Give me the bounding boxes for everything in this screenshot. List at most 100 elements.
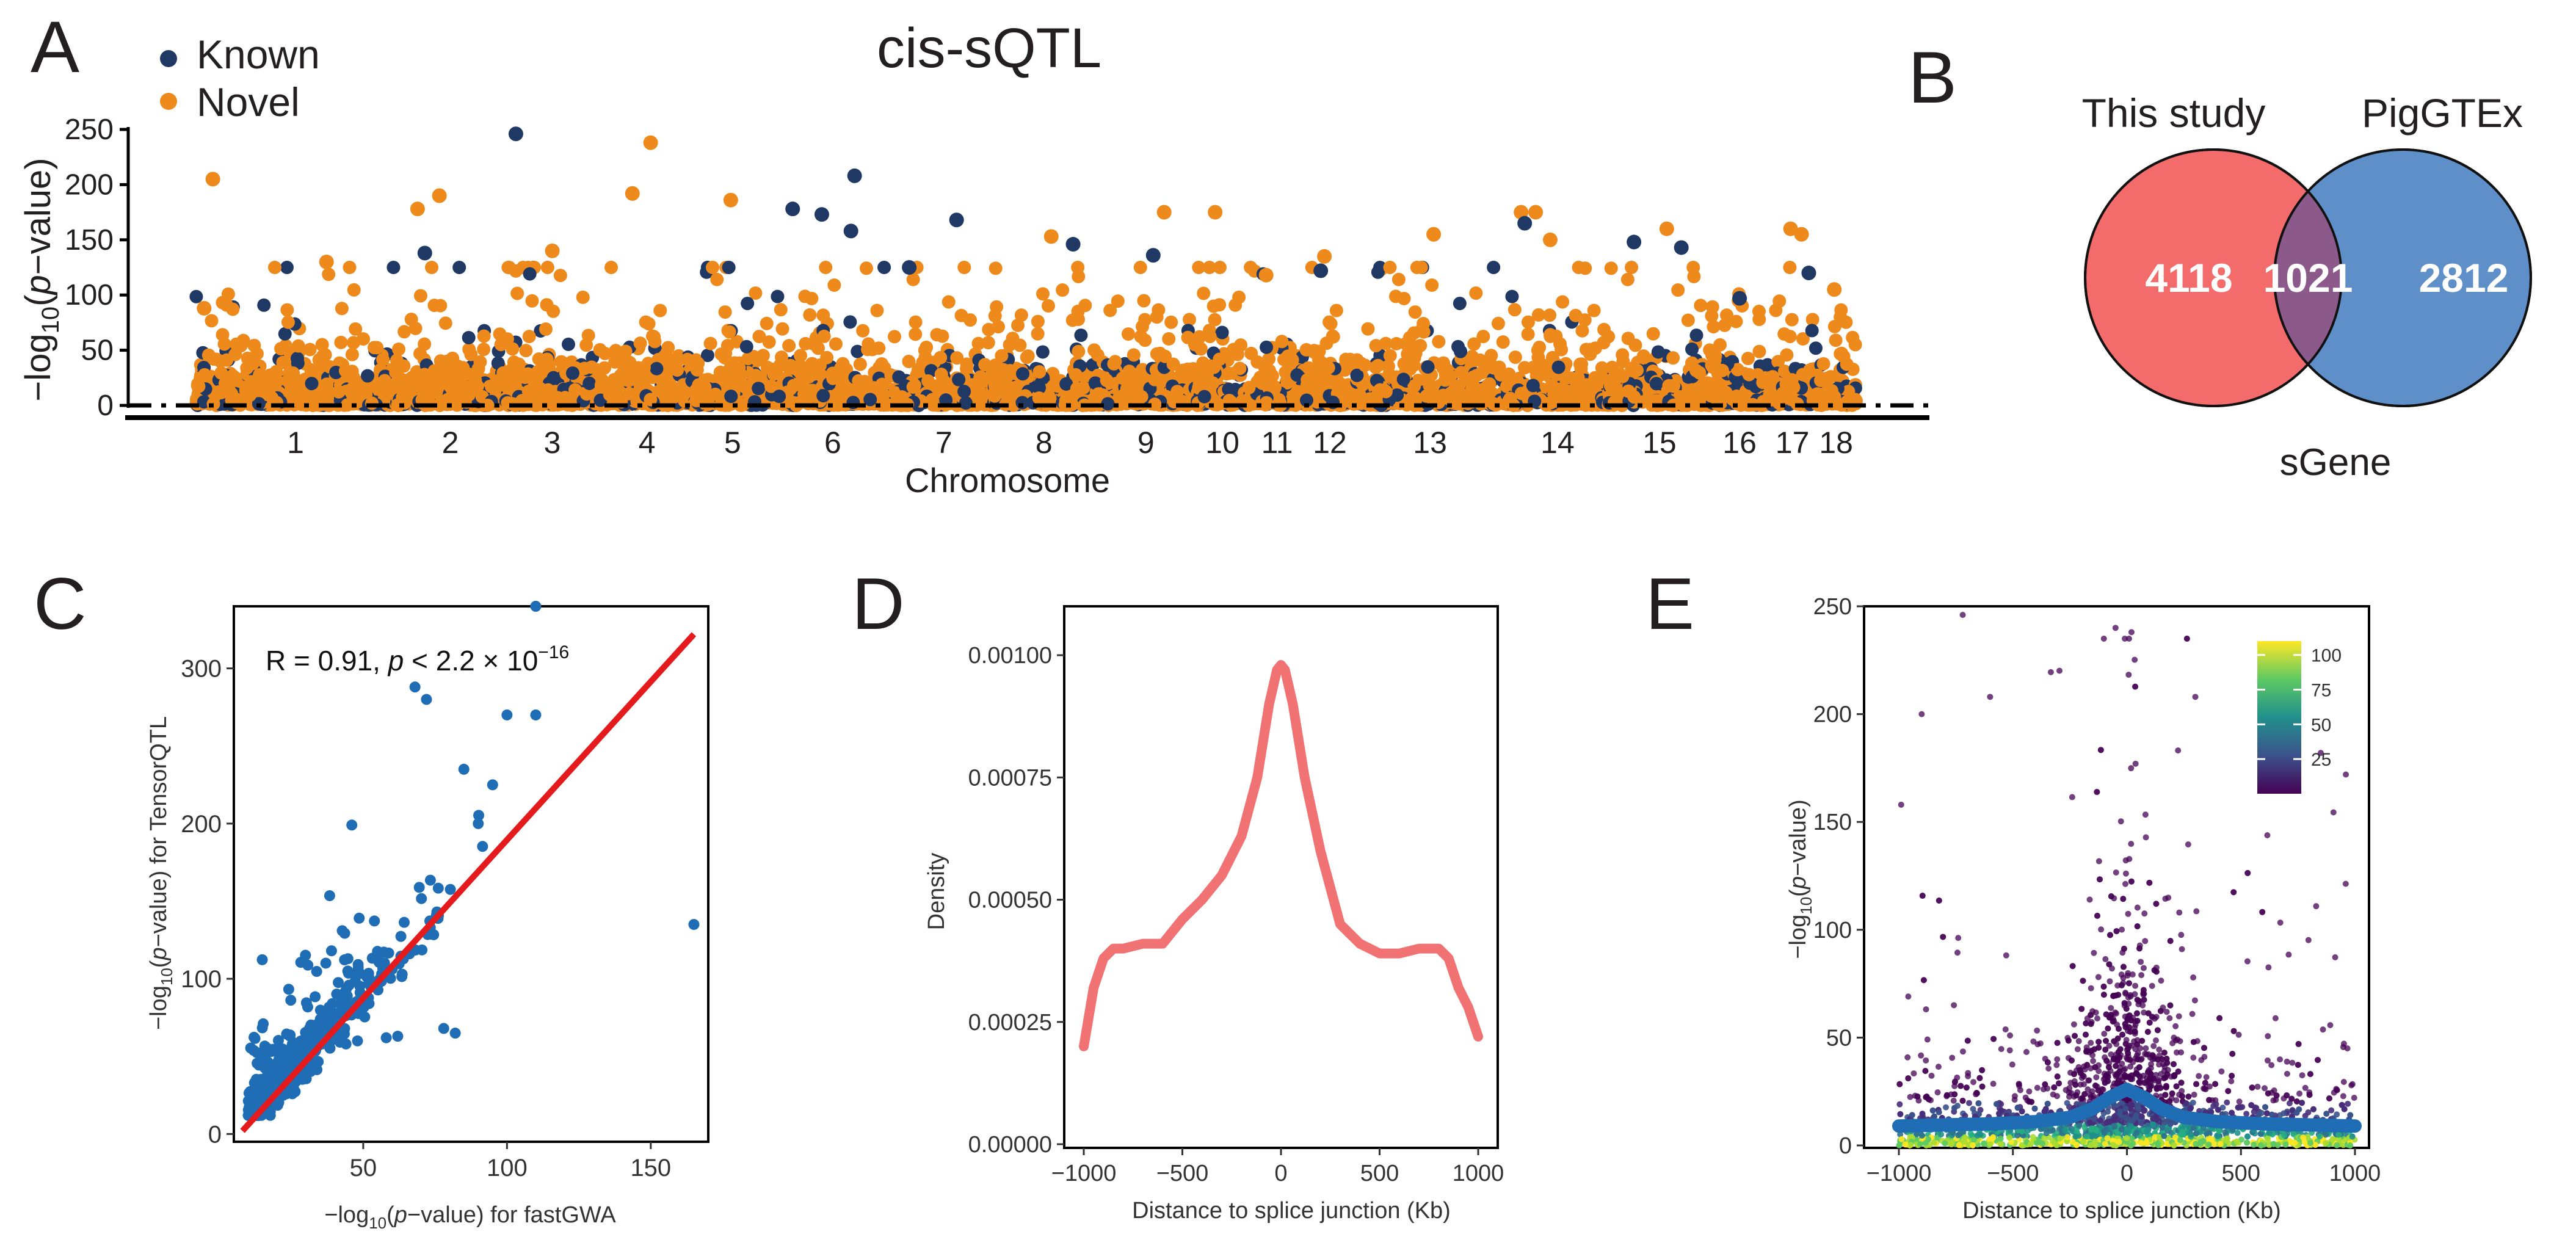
manhattan-points bbox=[189, 126, 1863, 412]
novel-sqtl-point bbox=[1032, 365, 1047, 379]
known-sqtl-point bbox=[278, 327, 292, 341]
novel-sqtl-point bbox=[1627, 390, 1641, 404]
novel-sqtl-point bbox=[1322, 315, 1337, 329]
manhattan-y-tick-label: 200 bbox=[65, 169, 114, 201]
panel-letter-a: A bbox=[31, 6, 79, 88]
novel-sqtl-point bbox=[1478, 386, 1492, 400]
novel-sqtl-point bbox=[1138, 333, 1152, 347]
novel-sqtl-point bbox=[354, 386, 368, 401]
novel-sqtl-point bbox=[1588, 371, 1602, 385]
novel-sqtl-point bbox=[988, 389, 1002, 403]
novel-sqtl-point bbox=[1625, 261, 1639, 274]
novel-sqtl-point bbox=[805, 357, 819, 371]
novel-sqtl-point bbox=[1031, 314, 1045, 328]
novel-sqtl-point bbox=[957, 261, 971, 274]
novel-sqtl-point bbox=[228, 347, 242, 361]
novel-sqtl-point bbox=[608, 345, 622, 359]
novel-sqtl-point bbox=[554, 355, 568, 369]
novel-sqtl-point bbox=[1234, 338, 1248, 352]
known-sqtl-point bbox=[752, 382, 766, 396]
novel-sqtl-point bbox=[1242, 380, 1256, 394]
novel-sqtl-point bbox=[604, 261, 619, 274]
novel-sqtl-point bbox=[1203, 330, 1217, 344]
novel-sqtl-point bbox=[1244, 346, 1258, 360]
novel-sqtl-point bbox=[230, 337, 244, 351]
known-sqtl-point bbox=[772, 390, 786, 404]
novel-sqtl-point bbox=[1544, 328, 1558, 342]
known-sqtl-point bbox=[189, 289, 203, 303]
novel-sqtl-point bbox=[418, 337, 432, 351]
novel-sqtl-point bbox=[1121, 327, 1135, 341]
novel-sqtl-point bbox=[432, 372, 446, 386]
novel-sqtl-point bbox=[518, 371, 532, 385]
manhattan-title: cis-sQTL bbox=[877, 17, 1101, 79]
known-sqtl-point bbox=[1421, 360, 1435, 374]
novel-sqtl-point bbox=[470, 379, 484, 393]
manhattan-y-tick-label: 50 bbox=[81, 335, 114, 367]
novel-sqtl-point bbox=[921, 374, 935, 388]
known-sqtl-point bbox=[523, 267, 537, 281]
novel-sqtl-point bbox=[1533, 340, 1547, 354]
novel-sqtl-point bbox=[1487, 361, 1501, 375]
known-sqtl-point bbox=[546, 371, 561, 385]
novel-sqtl-point bbox=[1383, 261, 1397, 274]
known-sqtl-point bbox=[1016, 367, 1030, 381]
novel-sqtl-point bbox=[1440, 363, 1454, 377]
novel-sqtl-point bbox=[365, 396, 379, 410]
novel-sqtl-point bbox=[598, 361, 612, 375]
novel-sqtl-point bbox=[1390, 336, 1404, 350]
novel-sqtl-point bbox=[718, 305, 732, 319]
novel-sqtl-point bbox=[1014, 308, 1028, 322]
novel-sqtl-point bbox=[1779, 377, 1793, 391]
novel-sqtl-point bbox=[322, 267, 336, 281]
novel-sqtl-point bbox=[413, 289, 427, 303]
novel-sqtl-point bbox=[1197, 286, 1211, 300]
novel-sqtl-point bbox=[888, 330, 902, 344]
novel-sqtl-point bbox=[1003, 338, 1017, 352]
novel-sqtl-point bbox=[1816, 357, 1830, 371]
novel-sqtl-point bbox=[315, 338, 329, 352]
novel-sqtl-point bbox=[714, 347, 728, 361]
novel-sqtl-point bbox=[749, 369, 763, 383]
known-sqtl-point bbox=[957, 385, 971, 399]
known-sqtl-point bbox=[741, 296, 755, 310]
novel-sqtl-point bbox=[1358, 358, 1372, 372]
novel-sqtl-point bbox=[1719, 308, 1733, 322]
novel-sqtl-point bbox=[532, 352, 546, 366]
novel-sqtl-point bbox=[1407, 326, 1421, 340]
novel-sqtl-point bbox=[990, 300, 1004, 314]
novel-sqtl-point bbox=[876, 388, 890, 402]
novel-sqtl-point bbox=[1752, 313, 1766, 327]
novel-sqtl-point bbox=[906, 272, 920, 286]
novel-sqtl-point bbox=[732, 361, 746, 375]
novel-sqtl-point bbox=[411, 377, 425, 391]
novel-sqtl-point bbox=[1616, 348, 1630, 362]
known-sqtl-point bbox=[257, 298, 271, 312]
novel-sqtl-point bbox=[1277, 353, 1291, 367]
known-sqtl-point bbox=[1809, 341, 1823, 355]
legend-known-marker bbox=[160, 50, 177, 67]
known-sqtl-point bbox=[1036, 345, 1050, 359]
novel-sqtl-point bbox=[1072, 269, 1086, 283]
novel-sqtl-point bbox=[226, 302, 240, 316]
novel-sqtl-point bbox=[1620, 272, 1634, 286]
novel-sqtl-point bbox=[1152, 303, 1166, 317]
novel-sqtl-point bbox=[1572, 261, 1586, 274]
novel-sqtl-point bbox=[280, 303, 294, 317]
known-sqtl-point bbox=[650, 361, 664, 375]
novel-sqtl-point bbox=[1361, 322, 1375, 336]
novel-sqtl-point bbox=[1597, 336, 1611, 350]
novel-sqtl-point bbox=[752, 330, 766, 344]
novel-sqtl-point bbox=[1070, 382, 1084, 396]
novel-sqtl-point bbox=[440, 393, 454, 407]
novel-sqtl-point bbox=[425, 261, 439, 274]
novel-sqtl-point bbox=[1020, 350, 1034, 365]
novel-sqtl-point bbox=[603, 388, 617, 402]
novel-sqtl-point bbox=[909, 315, 923, 329]
novel-sqtl-point bbox=[909, 327, 923, 341]
novel-sqtl-point bbox=[502, 261, 516, 274]
novel-sqtl-point bbox=[1071, 313, 1085, 327]
known-sqtl-point bbox=[1651, 345, 1665, 359]
novel-sqtl-point bbox=[911, 365, 925, 379]
